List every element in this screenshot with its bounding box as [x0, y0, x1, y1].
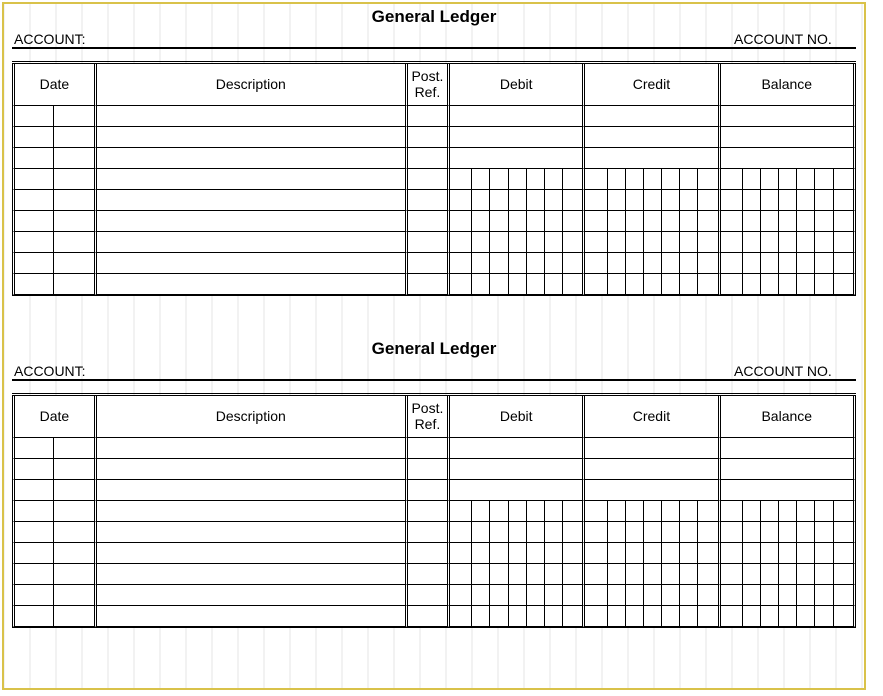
ledger-row[interactable]	[12, 606, 856, 627]
ledger-title: General Ledger	[12, 336, 856, 361]
ledger-row[interactable]	[12, 127, 856, 148]
ledger-row[interactable]	[12, 253, 856, 274]
th-post-ref: Post.Ref.	[408, 396, 450, 438]
ledger-row[interactable]	[12, 148, 856, 169]
ledger-gap	[4, 296, 864, 336]
ledger-row[interactable]	[12, 564, 856, 585]
ledger-row[interactable]	[12, 106, 856, 127]
ledger-1: General Ledger ACCOUNT: ACCOUNT NO. DateDes…	[4, 336, 864, 628]
ledger-row[interactable]	[12, 501, 856, 522]
ledger-row[interactable]	[12, 543, 856, 564]
ledger-row[interactable]	[12, 211, 856, 232]
ledger-grid: DateDescriptionPost.Ref.DebitCreditBalan…	[12, 61, 856, 296]
ledger-row[interactable]	[12, 190, 856, 211]
ledger-row[interactable]	[12, 459, 856, 480]
th-credit: Credit	[585, 64, 720, 106]
ledger-row[interactable]	[12, 274, 856, 295]
th-debit: Debit	[450, 64, 585, 106]
ledger-grid: DateDescriptionPost.Ref.DebitCreditBalan…	[12, 393, 856, 628]
ledger-row[interactable]	[12, 169, 856, 190]
ledger-row[interactable]	[12, 480, 856, 501]
th-description: Description	[97, 396, 408, 438]
ledgers-container: General LedgerACCOUNT:ACCOUNT NO.DateDes…	[4, 4, 864, 628]
ledger-row[interactable]	[12, 585, 856, 606]
th-description: Description	[97, 64, 408, 106]
account-label: ACCOUNT:	[14, 31, 94, 47]
account-no-label: ACCOUNT NO.	[734, 31, 854, 47]
ledger-row[interactable]	[12, 232, 856, 253]
account-no-label: ACCOUNT NO.	[734, 363, 854, 379]
th-date: Date	[12, 64, 97, 106]
account-header: ACCOUNT: ACCOUNT NO.	[12, 361, 856, 381]
th-post-ref: Post.Ref.	[408, 64, 450, 106]
ledger-title: General Ledger	[12, 4, 856, 29]
th-credit: Credit	[585, 396, 720, 438]
th-debit: Debit	[450, 396, 585, 438]
ledger-row[interactable]	[12, 522, 856, 543]
ledger-0: General Ledger ACCOUNT: ACCOUNT NO. DateDes…	[4, 4, 864, 296]
th-balance: Balance	[721, 64, 856, 106]
ledger-row[interactable]	[12, 438, 856, 459]
th-date: Date	[12, 396, 97, 438]
account-label: ACCOUNT:	[14, 363, 94, 379]
account-header: ACCOUNT: ACCOUNT NO.	[12, 29, 856, 49]
ledger-frame: General LedgerACCOUNT:ACCOUNT NO.DateDes…	[2, 2, 866, 690]
th-balance: Balance	[721, 396, 856, 438]
